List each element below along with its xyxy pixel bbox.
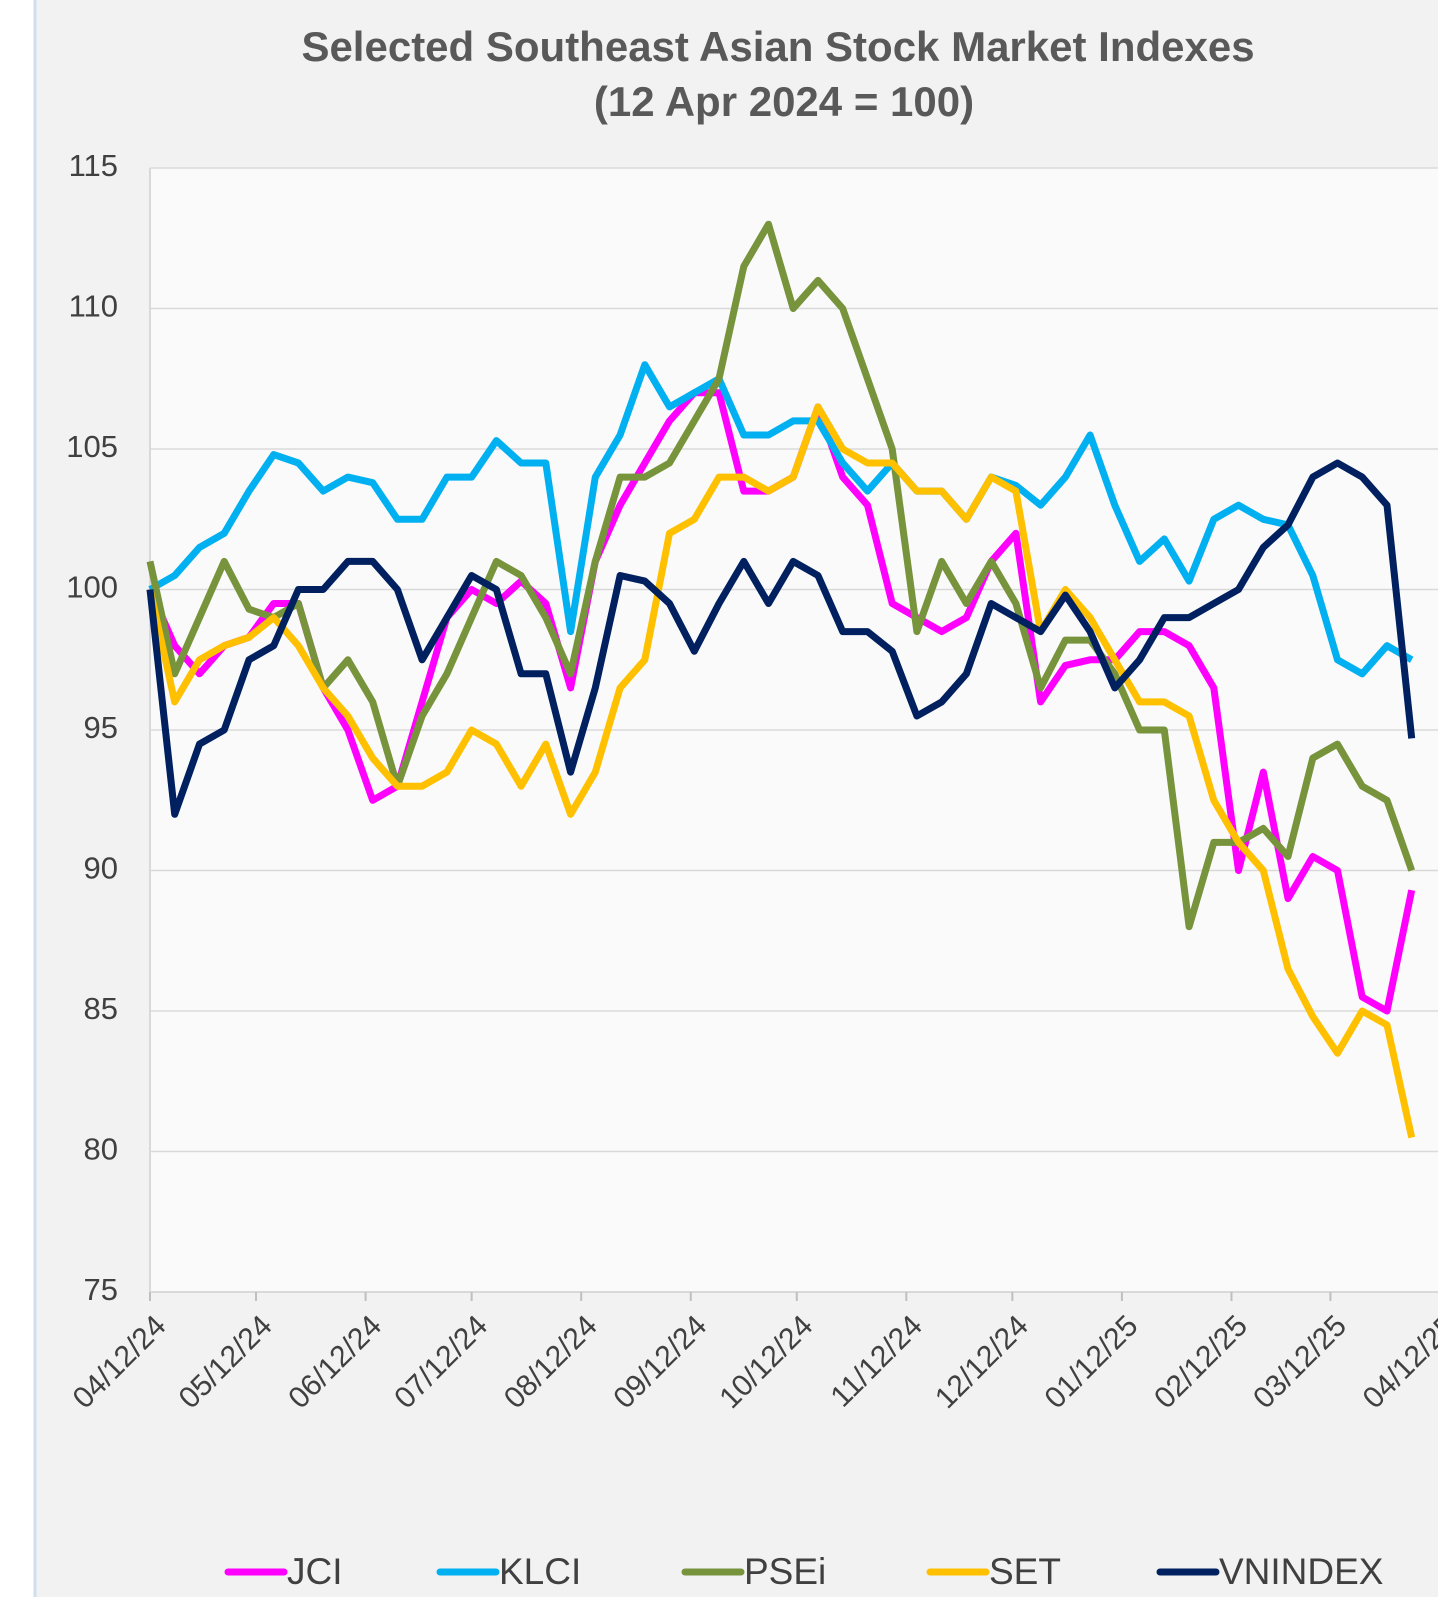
legend: JCI KLCI PSEi SET VNINDEX — [224, 1551, 1383, 1592]
series-line — [148, 361, 1414, 678]
legend-label: PSEi — [744, 1551, 826, 1592]
y-tick-label: 75 — [84, 1272, 118, 1307]
chart-title: Selected Southeast Asian Stock Market In… — [301, 23, 1254, 70]
y-tick-label: 90 — [84, 851, 118, 886]
y-tick-label: 110 — [69, 289, 118, 324]
legend-label: JCI — [287, 1551, 343, 1592]
chart-subtitle: (12 Apr 2024 = 100) — [594, 78, 974, 125]
y-tick-label: 100 — [66, 570, 118, 605]
y-tick-label: 85 — [84, 991, 118, 1026]
legend-label: SET — [989, 1551, 1061, 1592]
y-tick-label: 80 — [84, 1132, 118, 1167]
series-line — [146, 459, 1416, 818]
lines — [146, 220, 1416, 1139]
y-tick-label: 115 — [69, 148, 118, 183]
y-tick-label: 105 — [66, 429, 118, 464]
legend-label: VNINDEX — [1219, 1551, 1383, 1592]
legend-label: KLCI — [499, 1551, 581, 1592]
series-line — [146, 403, 1416, 1139]
series-line — [146, 220, 1416, 931]
y-tick-label: 95 — [84, 710, 118, 745]
